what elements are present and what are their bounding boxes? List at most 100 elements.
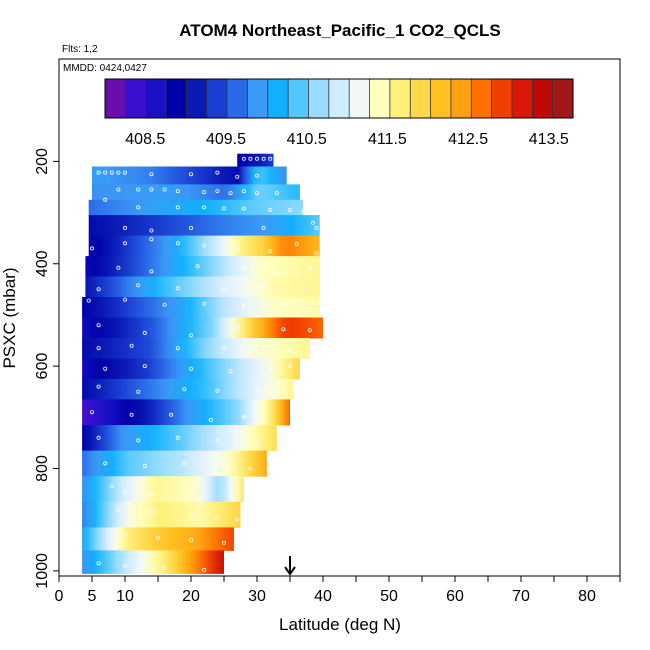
y-axis-label: PSXC (mbar) [0,267,19,368]
colorbar-segment [267,79,289,118]
sample-point [136,205,141,210]
sample-point [175,241,180,246]
sample-point [142,330,147,335]
sample-point [188,172,193,177]
sample-point [202,301,207,306]
x-axis-label: Latitude (deg N) [279,615,401,634]
x-tick-label: 50 [380,588,398,605]
colorbar-tick-label: 411.5 [368,131,407,148]
sample-point [254,173,259,178]
sample-point [182,461,187,466]
sample-point [235,174,240,179]
heatmap-row [82,476,244,503]
colorbar-tick-label: 408.5 [125,131,165,148]
sample-point [149,492,154,497]
heatmap-row [88,215,320,237]
sample-point [261,346,266,351]
sample-point [90,410,95,415]
sample-point [228,191,233,196]
sample-point [136,389,141,394]
sample-point [254,440,259,445]
sample-point [149,187,154,192]
colorbar-tick-label: 413.5 [529,131,569,148]
sample-point [123,170,128,175]
sample-point [96,323,101,328]
sample-point [208,417,213,422]
sample-point [129,412,134,417]
sample-point [116,170,121,175]
sample-point [241,415,246,420]
sample-point [241,156,246,161]
colorbar-segment [105,79,126,118]
colorbar-segment [349,79,370,118]
sample-point [155,535,160,540]
heatmap-row [82,550,224,574]
sample-point [96,384,101,389]
sample-point [274,191,279,196]
sample-point [287,207,292,212]
sample-point [254,389,259,394]
sample-point [228,494,233,499]
sample-point [215,189,220,194]
heatmap-row [85,256,320,278]
sample-point [103,366,108,371]
sample-point [268,156,273,161]
y-tick-label: 800 [34,455,51,482]
sample-point [188,225,193,230]
sample-point [149,172,154,177]
flights-label: Flts: 1,2 [62,44,98,55]
sample-point [123,241,128,246]
sample-point [314,251,319,256]
sample-point [215,438,220,443]
sample-point [287,347,292,352]
sample-point [162,302,167,307]
colorbar-tick-labels: 408.5 409.5 410.5 411.5 412.5 413.5 [125,131,569,148]
sample-point [215,515,220,520]
sample-point [188,538,193,543]
sample-point [314,225,319,230]
sample-point [175,435,180,440]
heatmap-row [82,399,290,426]
sample-point [241,189,246,194]
colorbar-tick-label: 410.5 [287,131,327,148]
y-tick-label: 600 [34,353,51,380]
sample-point [182,387,187,392]
heatmap-row [82,297,320,318]
sample-point [215,388,220,393]
sample-point [248,156,253,161]
colorbar-segment [471,79,493,118]
sample-point [188,366,193,371]
y-tick-label: 1000 [34,553,51,589]
sample-point [162,187,167,192]
sample-point [281,327,286,332]
sample-point [103,197,108,202]
sample-point [136,187,141,192]
sample-point [241,206,246,211]
sample-point [116,265,121,270]
sample-point [195,264,200,269]
sample-point [136,438,141,443]
colorbar-segment [328,79,350,118]
x-tick-label: 70 [512,588,530,605]
sample-point [116,187,121,192]
sample-point [129,343,134,348]
x-tick-label: 20 [182,588,200,605]
sample-point [169,412,174,417]
x-tick-label: 10 [116,588,134,605]
colorbar-segment [430,79,452,118]
sample-point [142,463,147,468]
sample-point [254,156,259,161]
colorbar-segment [227,79,248,118]
sample-point [202,205,207,210]
sample-point [103,461,108,466]
heatmap-row [92,166,287,185]
sample-point [307,328,312,333]
date-label: MMDD: 0424,0427 [63,63,147,74]
heatmap-rows [82,153,323,574]
sample-point [268,248,273,253]
sample-point [254,191,259,196]
y-axis: 200 400 600 800 1000 [34,148,59,589]
sample-point [103,170,108,175]
y-tick-label: 400 [34,250,51,277]
sample-point [274,271,279,276]
